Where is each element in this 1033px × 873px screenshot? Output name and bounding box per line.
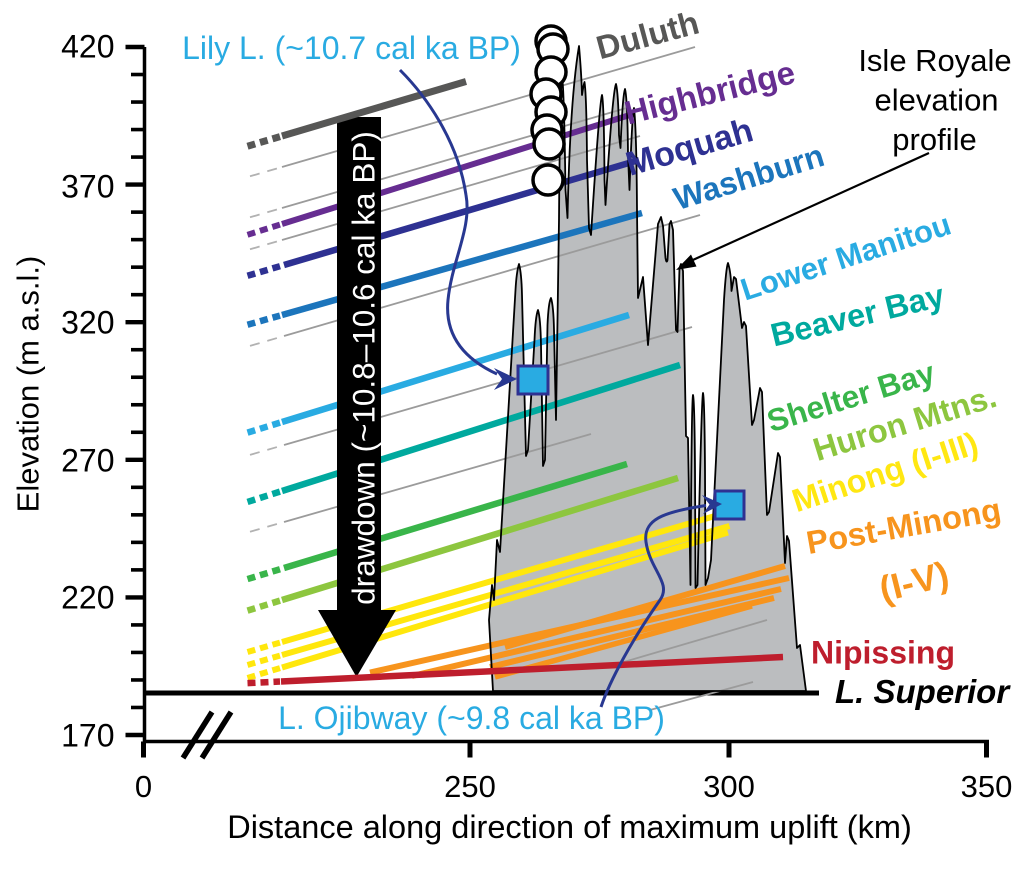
svg-text:370: 370 [61,169,114,205]
svg-text:300: 300 [703,769,755,804]
svg-text:220: 220 [61,580,114,616]
svg-text:elevation: elevation [874,83,998,118]
svg-text:350: 350 [961,769,1013,804]
svg-text:320: 320 [61,305,114,341]
svg-text:0: 0 [135,769,152,804]
svg-text:Elevation (m a.s.l.): Elevation (m a.s.l.) [11,256,46,513]
svg-text:420: 420 [61,29,114,65]
svg-text:Lily L. (~10.7 cal ka BP): Lily L. (~10.7 cal ka BP) [182,30,521,66]
svg-text:Isle Royale: Isle Royale [858,43,1011,78]
svg-text:170: 170 [61,718,114,754]
svg-text:profile: profile [892,122,976,157]
svg-text:L. Ojibway (~9.8 cal ka BP): L. Ojibway (~9.8 cal ka BP) [278,700,665,736]
svg-text:250: 250 [444,769,496,804]
svg-text:270: 270 [61,443,114,479]
svg-text:drawdown (~10.8–10.6 cal ka BP: drawdown (~10.8–10.6 cal ka BP) [346,131,382,605]
svg-text:L. Superior: L. Superior [835,673,1011,710]
svg-text:Distance along direction of ma: Distance along direction of maximum upli… [227,809,912,845]
svg-text:Nipissing: Nipissing [811,635,955,671]
